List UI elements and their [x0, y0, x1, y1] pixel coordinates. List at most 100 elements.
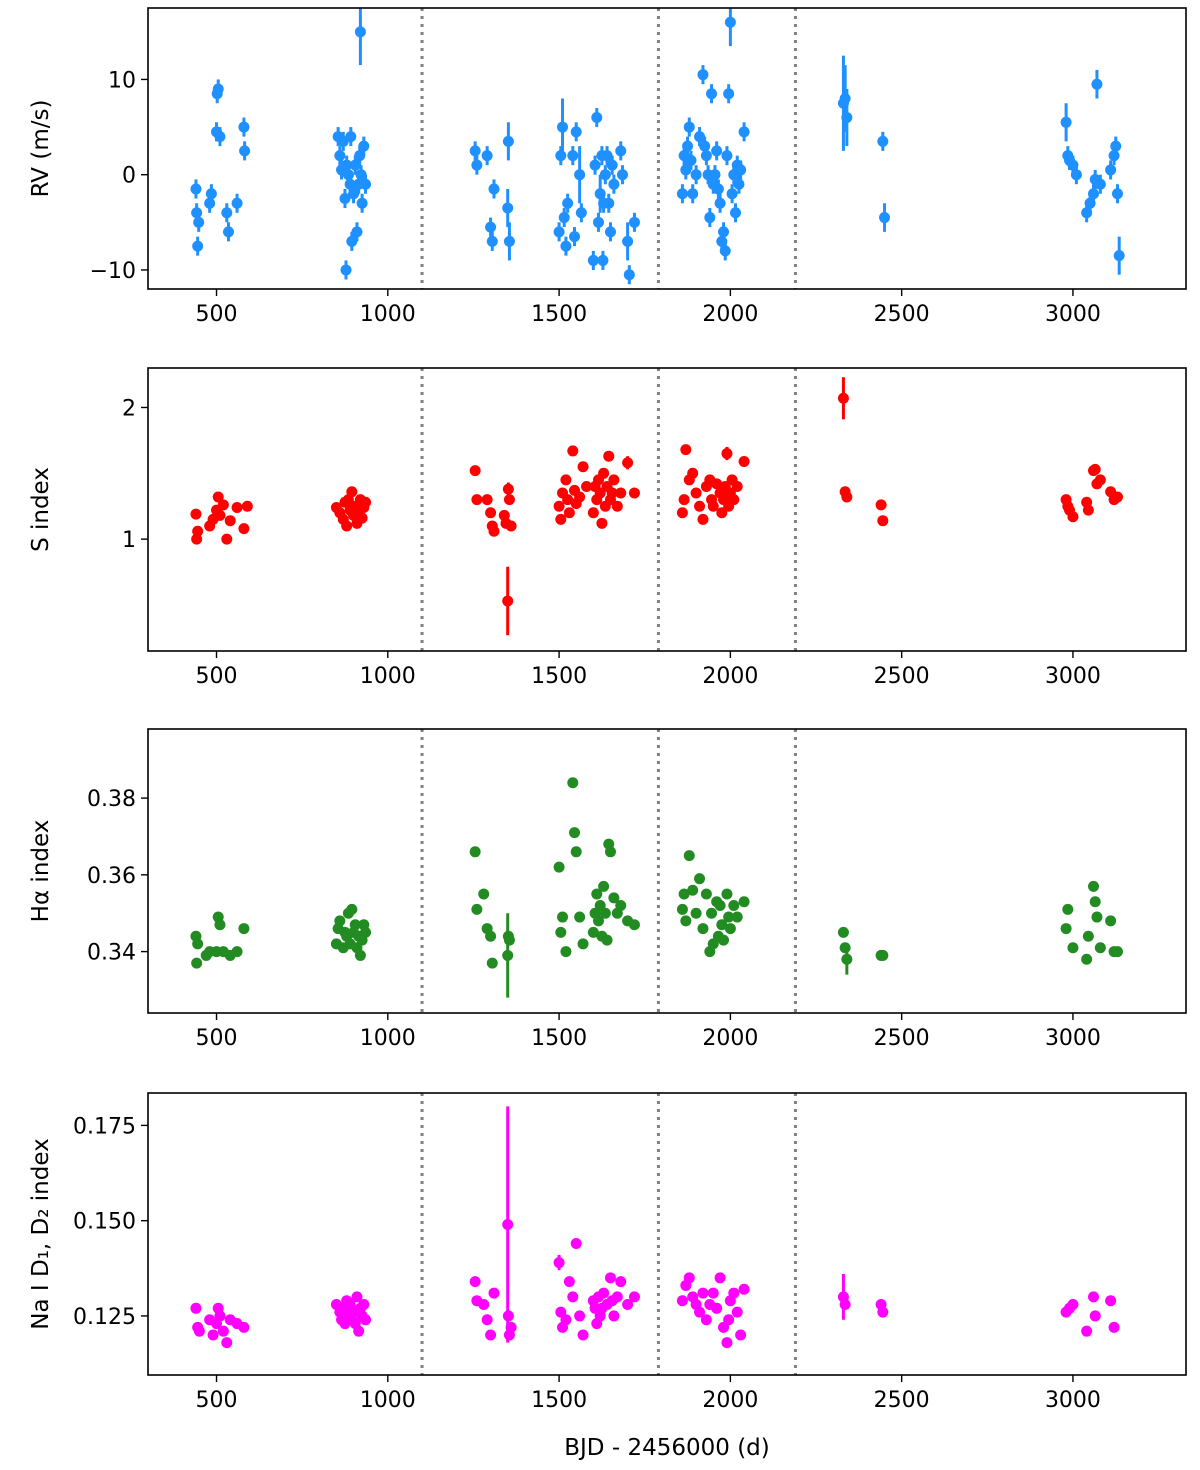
data-point — [697, 69, 709, 81]
data-point — [676, 1295, 688, 1307]
data-point — [841, 112, 853, 124]
data-point — [360, 1314, 372, 1326]
data-point — [580, 480, 592, 492]
data-point — [1094, 178, 1106, 190]
data-point — [485, 507, 497, 519]
data-point — [217, 1325, 229, 1337]
data-point — [723, 88, 735, 100]
data-point — [839, 1299, 851, 1310]
data-point — [700, 1314, 712, 1326]
data-point — [1067, 511, 1079, 523]
data-point — [505, 1321, 517, 1333]
data-point — [714, 900, 726, 912]
x-tick-label: 1000 — [360, 664, 416, 689]
data-point — [603, 450, 615, 462]
data-point — [694, 500, 706, 512]
data-point — [238, 121, 250, 133]
data-point — [683, 850, 695, 862]
data-point — [601, 150, 613, 162]
data-point — [615, 900, 627, 912]
data-point — [1067, 942, 1079, 954]
data-point — [714, 197, 726, 209]
data-point — [628, 216, 640, 228]
y-axis-label: RV (m/s) — [28, 100, 54, 198]
data-point — [356, 197, 368, 209]
x-tick-label: 2000 — [702, 1388, 758, 1413]
data-point — [599, 169, 611, 181]
axes-frame — [147, 367, 1187, 652]
data-point — [231, 946, 243, 958]
data-point — [340, 264, 352, 276]
data-point — [481, 150, 493, 162]
data-point — [694, 131, 706, 143]
x-tick-label: 3000 — [1045, 302, 1101, 327]
x-tick-label: 1500 — [531, 1026, 587, 1051]
data-point — [577, 1329, 589, 1341]
data-point — [214, 509, 226, 521]
data-point — [574, 169, 586, 181]
data-point — [553, 226, 565, 238]
data-point — [716, 507, 728, 519]
data-point — [485, 1329, 497, 1341]
data-point — [1111, 946, 1123, 958]
data-point — [699, 140, 711, 152]
data-point — [486, 957, 498, 969]
x-tick-label: 2500 — [874, 1026, 930, 1051]
data-point — [687, 467, 699, 479]
data-point — [598, 880, 610, 892]
data-point — [358, 140, 370, 152]
data-point — [608, 474, 620, 486]
data-point — [709, 169, 721, 181]
data-point — [353, 1325, 365, 1337]
data-point — [348, 188, 360, 200]
x-tick-label: 1500 — [531, 302, 587, 327]
data-point — [570, 126, 582, 138]
x-tick-label: 2500 — [874, 1388, 930, 1413]
data-point — [697, 1287, 709, 1299]
data-point — [1082, 504, 1094, 516]
data-point — [553, 500, 565, 512]
data-point — [360, 926, 372, 938]
data-point — [837, 926, 849, 938]
y-axis-label: S index — [28, 467, 54, 552]
data-points — [190, 777, 1123, 998]
data-point — [1082, 930, 1094, 942]
data-point — [567, 150, 579, 162]
data-point — [608, 892, 620, 904]
data-point — [478, 888, 490, 900]
data-point — [1088, 880, 1100, 892]
data-point — [676, 903, 688, 915]
data-point — [560, 474, 572, 486]
data-point — [503, 934, 515, 946]
y-axis-label: Hα index — [28, 820, 54, 923]
data-point — [356, 512, 368, 524]
data-point — [205, 188, 217, 200]
data-point — [591, 112, 603, 124]
data-point — [877, 1306, 889, 1318]
data-point — [355, 169, 367, 181]
data-point — [334, 915, 346, 927]
data-point — [680, 444, 692, 456]
data-point — [349, 919, 361, 931]
data-point — [469, 145, 481, 157]
data-point — [1091, 911, 1103, 923]
data-point — [592, 915, 604, 927]
x-tick-label: 500 — [196, 1388, 238, 1413]
data-point — [735, 1329, 747, 1341]
data-point — [700, 150, 712, 162]
data-point — [346, 235, 358, 247]
data-point — [738, 126, 750, 138]
data-point — [716, 919, 728, 931]
data-point — [721, 888, 733, 900]
data-point — [214, 919, 226, 931]
data-point — [682, 140, 694, 152]
data-point — [728, 900, 740, 912]
data-point — [354, 26, 366, 38]
data-point — [724, 923, 736, 935]
data-point — [574, 491, 586, 503]
data-points — [190, 8, 1125, 285]
data-point — [622, 1299, 634, 1310]
data-point — [193, 1325, 205, 1337]
x-tick-label: 2500 — [874, 664, 930, 689]
data-point — [587, 926, 599, 938]
